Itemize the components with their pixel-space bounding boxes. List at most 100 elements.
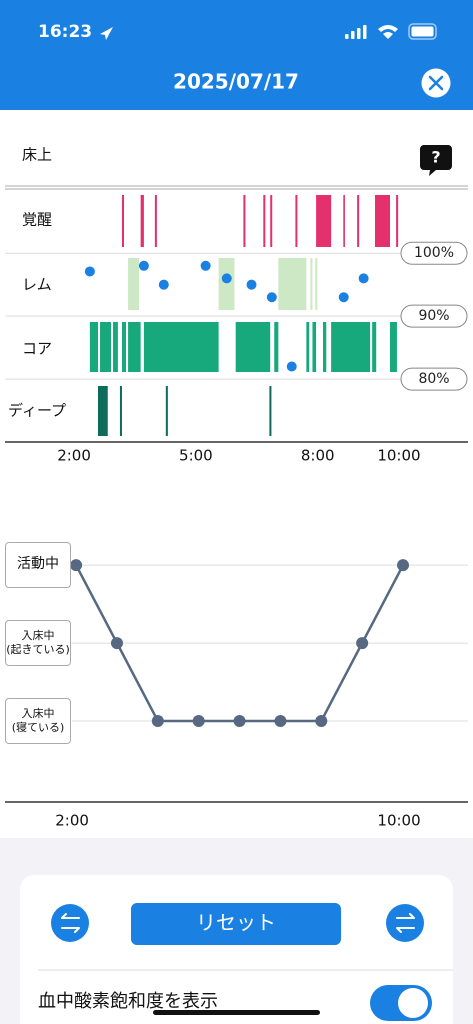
stage-segment — [269, 386, 272, 436]
stage-segment — [331, 322, 371, 372]
toggle[interactable] — [370, 985, 432, 1021]
stage-segment — [372, 322, 377, 372]
stage-segment — [270, 195, 273, 247]
stage-segment — [343, 195, 345, 247]
spo2-point — [221, 273, 232, 284]
help-glyph: ? — [431, 148, 440, 167]
stage-segment — [143, 322, 219, 372]
stage-segment — [119, 386, 122, 436]
x-tick-label: 10:00 — [377, 812, 420, 830]
status-point — [70, 559, 83, 572]
spo2-point — [338, 292, 349, 303]
stage-segment — [278, 258, 307, 310]
close-icon — [428, 75, 444, 91]
spo2-tick-label: 90% — [418, 308, 449, 324]
spo2-point — [266, 292, 277, 303]
level-label: 入床中 (寝ている) — [5, 697, 71, 744]
stage-label: 覚醒 — [22, 211, 52, 229]
stage-segment — [98, 386, 108, 436]
stage-segment — [310, 258, 313, 310]
swap-left-button[interactable] — [51, 904, 89, 942]
reset-label: リセット — [196, 911, 276, 935]
swap-right-button[interactable] — [386, 904, 424, 942]
spo2-point — [246, 279, 257, 290]
stage-segment — [312, 322, 317, 372]
spo2-point — [286, 361, 297, 372]
stage-segment — [374, 195, 391, 247]
x-tick-label: 8:00 — [301, 447, 335, 465]
stage-label: 床上 — [22, 146, 52, 164]
stage-segment — [323, 322, 327, 372]
home-indicator — [153, 1010, 320, 1015]
stage-label: レム — [22, 276, 52, 294]
stage-segment — [128, 258, 140, 310]
spo2-point — [358, 273, 369, 284]
stage-segment — [218, 258, 235, 310]
stage-segment — [100, 322, 112, 372]
stage-segment — [295, 195, 298, 247]
stage-segment — [306, 322, 310, 372]
spo2-tick-pill — [400, 367, 468, 391]
stage-segment — [235, 322, 271, 372]
help-button[interactable] — [420, 145, 452, 176]
stage-segment — [113, 322, 118, 372]
signal-icon — [345, 25, 367, 39]
stage-segment — [89, 322, 99, 372]
stage-label: ディープ — [8, 402, 66, 420]
spo2-tick-pill — [400, 241, 468, 265]
battery-icon — [408, 23, 437, 40]
status-point — [315, 714, 328, 727]
toggle-knob — [398, 988, 428, 1018]
stage-segment — [315, 258, 318, 310]
spo2-point — [200, 260, 211, 271]
x-tick-label: 2:00 — [55, 812, 89, 830]
stage-segment — [263, 195, 266, 247]
spo2-tick-label: 100% — [414, 245, 454, 261]
spo2-point — [84, 266, 95, 277]
status-chart: 2:00 10:00 — [5, 559, 468, 830]
x-tick-label: 5:00 — [179, 447, 213, 465]
location-icon — [100, 27, 113, 40]
level-label: 活動中 — [5, 542, 71, 589]
stage-segment — [243, 195, 246, 247]
wifi-icon — [378, 25, 398, 39]
header-bar — [0, 0, 473, 110]
status-point — [151, 714, 164, 727]
status-point — [233, 714, 246, 727]
stage-segment — [165, 386, 168, 436]
control-card — [20, 875, 453, 1024]
stage-segment — [121, 322, 127, 372]
battery-level — [411, 26, 434, 37]
status-point — [192, 714, 205, 727]
level-label: 入床中 (起きている) — [5, 620, 71, 667]
stage-segment — [121, 195, 124, 247]
stage-segment — [128, 322, 141, 372]
x-tick-label: 10:00 — [377, 447, 420, 465]
status-point — [110, 637, 123, 650]
x-tick-label: 2:00 — [57, 447, 91, 465]
stage-segment — [274, 322, 279, 372]
stage-label: コア — [22, 340, 52, 358]
status-time: 16:23 — [38, 22, 92, 42]
swap-icon — [61, 913, 80, 933]
spo2-point — [138, 260, 149, 271]
stage-segment — [154, 195, 157, 247]
toggle-label: 血中酸素飽和度を表示 — [38, 990, 218, 1012]
header-title: 2025/07/17 — [173, 70, 299, 94]
spo2-tick-pill — [400, 304, 468, 328]
stage-segment — [396, 195, 399, 247]
spo2-point — [158, 279, 169, 290]
stage-segment — [316, 195, 332, 247]
status-point — [356, 637, 369, 650]
stage-segment — [390, 322, 397, 372]
swap-icon — [396, 913, 415, 933]
reset-button[interactable] — [131, 903, 341, 945]
spo2-tick-label: 80% — [418, 371, 449, 387]
stage-segment — [140, 195, 144, 247]
status-point — [274, 714, 287, 727]
status-point — [397, 559, 410, 572]
stage-segment — [357, 195, 360, 247]
